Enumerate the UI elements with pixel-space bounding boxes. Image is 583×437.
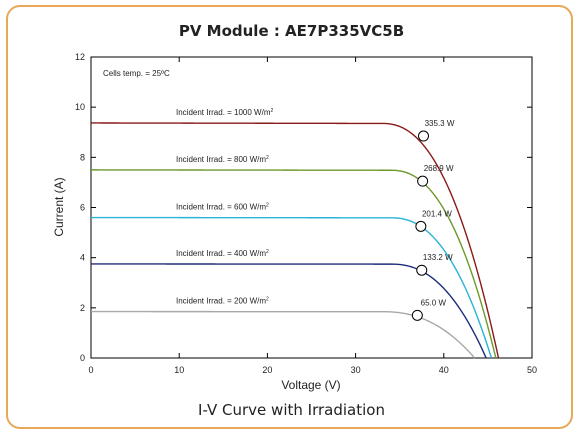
y-tick-label: 8: [80, 152, 85, 162]
mpp-marker: [415, 220, 427, 232]
x-tick-label: 40: [439, 365, 449, 375]
series-label: Incident Irrad. = 1000 W/m2: [176, 108, 274, 117]
y-tick-label: 10: [75, 102, 85, 112]
y-tick-label: 2: [80, 303, 85, 313]
series-label: Incident Irrad. = 400 W/m2: [176, 249, 269, 258]
series-label: Incident Irrad. = 200 W/m2: [176, 297, 269, 306]
x-tick-label: 50: [527, 365, 537, 375]
x-axis-label: Voltage (V): [281, 378, 340, 392]
mpp-marker: [417, 175, 429, 187]
mpp-power-label: 268.9 W: [424, 164, 454, 173]
plot-area-border: [90, 56, 533, 359]
mpp-power-label: 335.3 W: [425, 119, 455, 128]
iv-curve: [91, 169, 497, 359]
series-label: Incident Irrad. = 600 W/m2: [176, 203, 269, 212]
x-tick-label: 10: [174, 365, 184, 375]
iv-curve: [91, 216, 493, 359]
series-label: Incident Irrad. = 800 W/m2: [176, 155, 269, 164]
chart-title: PV Module : AE7P335VC5B: [178, 22, 405, 40]
x-tick-label: 0: [88, 365, 93, 375]
chart-subtitle: I-V Curve with Irradiation: [198, 401, 385, 419]
mpp-marker: [418, 130, 430, 142]
y-tick-label: 0: [80, 353, 85, 363]
x-tick-label: 30: [351, 365, 361, 375]
y-tick-label: 4: [80, 253, 85, 263]
mpp-power-label: 65.0 W: [421, 298, 447, 307]
y-tick-label: 12: [75, 52, 85, 62]
y-tick-label: 6: [80, 203, 85, 213]
iv-curve: [91, 122, 500, 359]
mpp-power-label: 133.2 W: [423, 253, 453, 262]
y-axis-label: Current (A): [52, 177, 66, 236]
mpp-marker: [411, 309, 423, 321]
mpp-marker: [416, 264, 428, 276]
x-tick-label: 20: [262, 365, 272, 375]
iv-curve: [91, 310, 476, 359]
mpp-power-label: 201.4 W: [422, 209, 452, 218]
cells-temp-note: Cells temp. = 25ºC: [103, 69, 170, 78]
